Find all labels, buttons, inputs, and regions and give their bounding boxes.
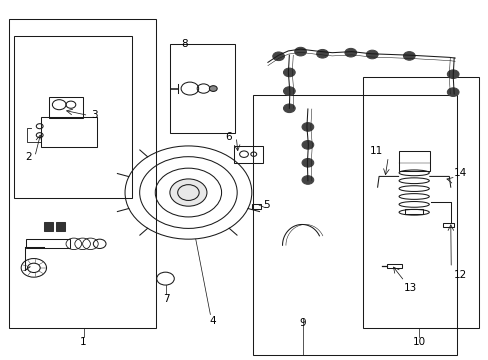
Bar xyxy=(41,117,97,147)
Bar xyxy=(386,264,401,268)
Circle shape xyxy=(316,49,328,58)
Circle shape xyxy=(294,47,306,56)
Bar xyxy=(49,97,82,118)
Bar xyxy=(253,95,456,355)
Text: 2: 2 xyxy=(25,152,32,162)
Bar xyxy=(234,145,262,163)
Text: 5: 5 xyxy=(263,200,269,210)
Circle shape xyxy=(302,123,313,131)
Circle shape xyxy=(302,176,313,184)
Text: 1: 1 xyxy=(80,337,87,347)
Circle shape xyxy=(283,104,295,113)
Bar xyxy=(56,222,64,231)
Bar xyxy=(43,222,53,231)
Circle shape xyxy=(272,52,284,60)
Circle shape xyxy=(447,88,458,96)
Bar xyxy=(9,19,156,328)
Circle shape xyxy=(283,87,295,95)
Text: 9: 9 xyxy=(299,319,305,328)
Circle shape xyxy=(302,140,313,149)
Text: 12: 12 xyxy=(452,270,466,280)
Text: 3: 3 xyxy=(91,111,98,121)
Text: 6: 6 xyxy=(225,132,232,142)
Bar xyxy=(170,44,234,134)
Bar xyxy=(405,209,422,214)
Bar xyxy=(362,77,478,328)
Circle shape xyxy=(209,86,217,91)
Bar xyxy=(398,151,429,171)
Text: 11: 11 xyxy=(369,146,382,156)
Text: 13: 13 xyxy=(403,283,416,293)
Circle shape xyxy=(447,70,458,78)
Text: 4: 4 xyxy=(209,316,216,325)
Circle shape xyxy=(302,158,313,167)
Bar xyxy=(14,36,132,198)
Circle shape xyxy=(366,50,377,59)
Circle shape xyxy=(403,51,414,60)
Circle shape xyxy=(283,68,295,77)
Text: 10: 10 xyxy=(412,337,425,347)
Text: 7: 7 xyxy=(163,294,169,304)
Circle shape xyxy=(344,48,356,57)
Text: 8: 8 xyxy=(182,39,188,49)
Circle shape xyxy=(169,179,206,206)
Text: 14: 14 xyxy=(452,168,466,178)
Bar xyxy=(26,239,70,248)
Bar xyxy=(443,223,453,227)
Bar xyxy=(251,204,260,210)
